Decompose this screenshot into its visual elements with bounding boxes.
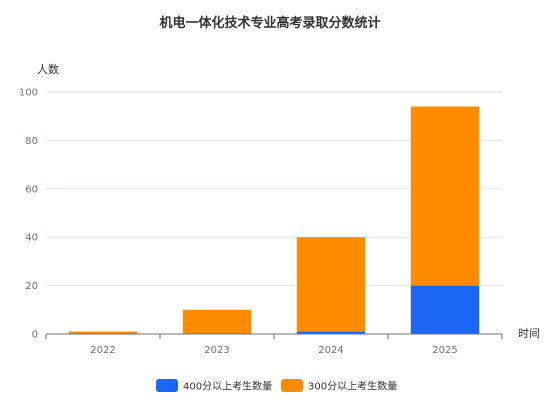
y-axis-label: 人数 (37, 63, 59, 76)
legend-item[interactable]: 300分以上考生数量 (281, 379, 397, 393)
bar-segment[interactable] (296, 331, 366, 334)
bar-segment[interactable] (68, 331, 138, 334)
bar-segment[interactable] (296, 237, 366, 332)
legend-swatch (281, 379, 303, 392)
bar-segment[interactable] (182, 309, 252, 334)
bars (68, 106, 480, 334)
y-tick-label: 100 (19, 88, 38, 99)
x-tick-label: 2022 (90, 345, 115, 356)
x-tick-label: 2025 (432, 345, 457, 356)
x-tick-label: 2023 (204, 345, 229, 356)
y-tick-label: 0 (32, 330, 38, 341)
x-axis-label: 时间 (518, 327, 540, 340)
legend[interactable]: 400分以上考生数量 300分以上考生数量 (156, 379, 397, 393)
legend-label: 400分以上考生数量 (183, 380, 272, 393)
legend-label: 300分以上考生数量 (308, 380, 397, 393)
bar-segment[interactable] (410, 285, 480, 334)
y-tick-label: 40 (25, 233, 38, 244)
y-tick-label: 20 (25, 281, 38, 292)
chart-title: 机电一体化技术专业高考录取分数统计 (159, 15, 380, 31)
legend-item[interactable]: 400分以上考生数量 (156, 379, 272, 393)
y-tick-label: 80 (25, 136, 38, 147)
y-tick-label: 60 (25, 184, 38, 195)
axes: 0 20 40 60 80 100 2022 2023 2024 2025 (19, 88, 503, 356)
legend-swatch (156, 379, 178, 392)
x-tick-label: 2024 (318, 345, 343, 356)
bar-segment[interactable] (410, 106, 480, 286)
